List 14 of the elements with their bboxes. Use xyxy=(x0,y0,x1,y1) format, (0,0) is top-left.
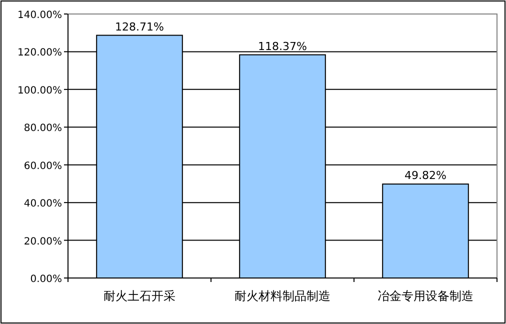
data-label: 128.71% xyxy=(115,20,164,34)
x-tick-label: 冶金专用设备制造 xyxy=(378,289,474,303)
x-tick-label: 耐火土石开采 xyxy=(104,289,176,303)
data-label: 49.82% xyxy=(404,169,446,182)
y-tick-label: 120.00% xyxy=(18,48,62,59)
y-tick-label: 60.00% xyxy=(24,160,62,172)
y-tick-label: 140.00% xyxy=(18,10,62,21)
x-tick-label: 耐火材料制品制造 xyxy=(234,289,330,303)
data-label: 118.37% xyxy=(258,40,307,53)
y-tick-label: 40.00% xyxy=(24,198,62,210)
y-tick-label: 20.00% xyxy=(24,236,62,248)
y-tick-label: 100.00% xyxy=(18,85,62,96)
y-tick-label: 0.00% xyxy=(30,274,62,285)
y-tick-label: 80.00% xyxy=(24,123,62,134)
